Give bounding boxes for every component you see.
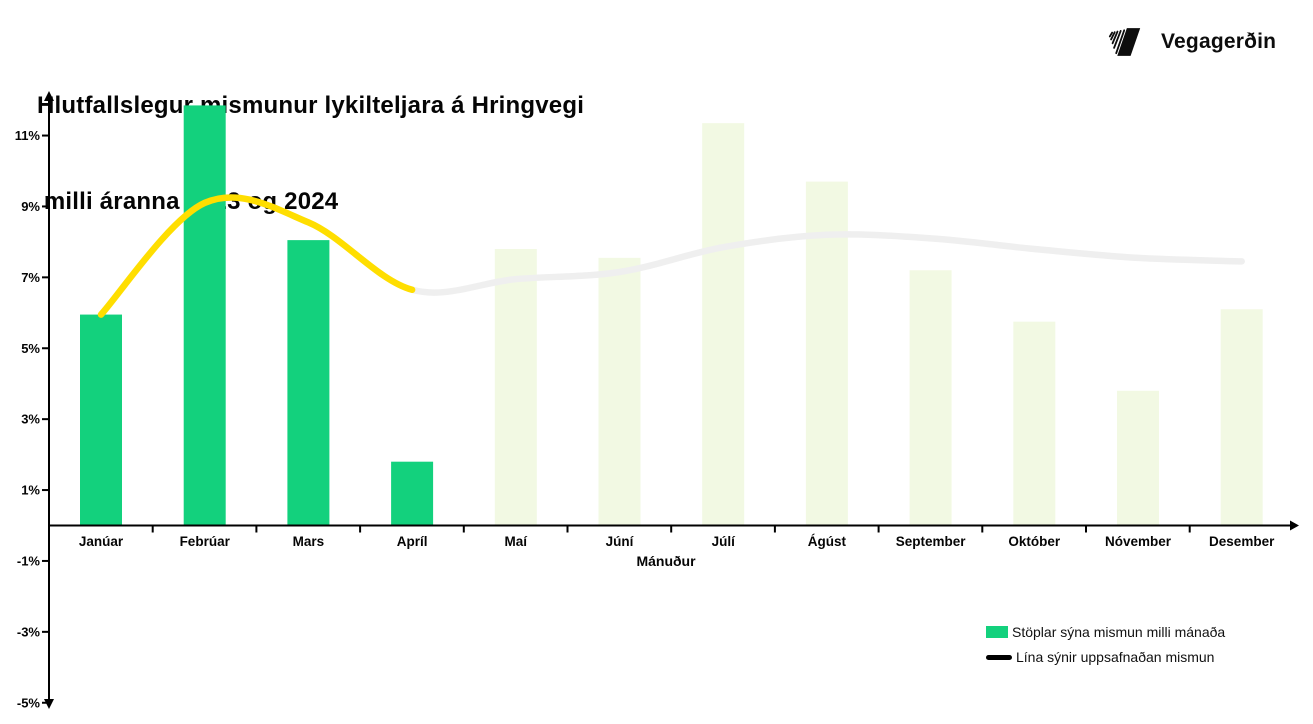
x-label-júlí: Júlí [712,534,737,549]
bar-ágúst [805,181,848,526]
cumulative-line-highlight [97,194,416,318]
y-tick-label--5: -5% [17,695,41,710]
legend-line-swatch [986,654,1012,660]
bar-júlí [702,123,745,526]
vegagerdin-logo-icon [1108,28,1141,56]
legend-bar-swatch [986,626,1008,638]
bar-apríl [391,461,434,526]
x-label-júní: Júní [606,534,635,549]
y-tick-label--3: -3% [17,624,41,639]
legend-line-label: Lína sýnir uppsafnaðan mismun [1016,649,1215,665]
x-label-september: September [896,534,967,549]
x-label-febrúar: Febrúar [180,534,231,549]
x-label-desember: Desember [1209,534,1275,549]
x-label-ágúst: Ágúst [808,534,847,549]
legend-item-bars: Stöplar sýna mismun milli mánaða [986,624,1225,640]
bar-desember [1220,309,1263,526]
legend-item-line: Lína sýnir uppsafnaðan mismun [986,649,1225,665]
y-axis-top-arrow [44,91,54,101]
y-tick-label-7: 7% [21,270,40,285]
bar-maí [494,248,537,526]
x-label-janúar: Janúar [79,534,124,549]
vegagerdin-logo: Vegagerðin [1106,26,1276,58]
bar-nóvember [1117,390,1159,526]
x-label-október: Október [1008,534,1061,549]
chart-legend: Stöplar sýna mismun milli mánaða Lína sý… [986,624,1225,665]
y-tick-label--1: -1% [17,553,41,568]
chart-title-line1: Hlutfallslegur mismunur lykilteljara á H… [37,92,585,119]
x-axis-title: Mánuður [636,553,696,569]
vegagerdin-logo-text: Vegagerðin [1161,30,1277,53]
y-tick-label-11: 11% [15,128,41,143]
x-label-maí: Maí [505,534,529,549]
x-label-nóvember: Nóvember [1105,534,1172,549]
y-tick-label-5: 5% [21,341,40,356]
y-tick-label-9: 9% [21,199,40,214]
bar-september [909,270,952,526]
x-label-mars: Mars [293,534,325,549]
chart-title: Hlutfallslegur mismunur lykilteljara á H… [37,26,584,282]
bar-júní [598,257,641,526]
x-label-apríl: Apríl [397,534,428,549]
bar-október [1013,321,1056,526]
y-tick-label-1: 1% [21,483,40,498]
cumulative-line-faded [408,231,1245,296]
bar-mars [287,240,330,526]
bar-febrúar [183,105,226,526]
x-axis-arrow [1290,520,1299,531]
bar-janúar [80,314,122,526]
y-tick-label-3: 3% [21,412,40,427]
y-axis-bottom-arrow [44,699,54,709]
legend-bar-label: Stöplar sýna mismun milli mánaða [1012,624,1226,640]
